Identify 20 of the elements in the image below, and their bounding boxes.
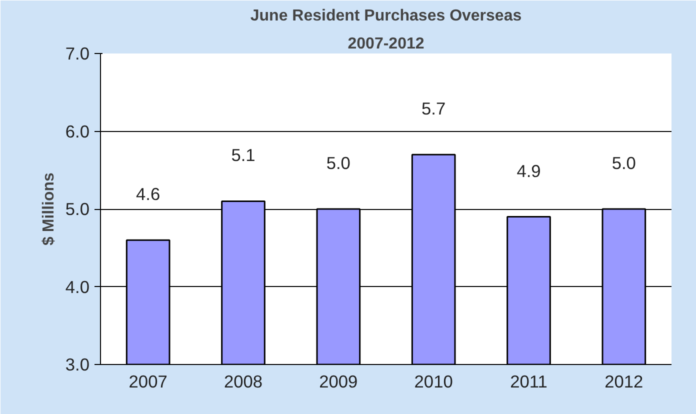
data-label: 4.9 <box>516 160 541 181</box>
y-tick-label: 3.0 <box>65 354 90 374</box>
data-label: 5.7 <box>422 98 446 119</box>
y-tick-label: 4.0 <box>65 276 90 297</box>
data-label: 4.6 <box>136 184 160 204</box>
chart-title: June Resident Purchases Overseas <box>250 8 522 24</box>
y-tick-label: 6.0 <box>65 121 90 142</box>
x-tick-label: 2008 <box>224 372 263 392</box>
data-label: 5.0 <box>612 153 636 173</box>
x-tick-label: 2012 <box>604 372 644 392</box>
x-tick-label: 2011 <box>510 372 548 392</box>
data-label: 5.0 <box>326 153 350 173</box>
data-label: 5.1 <box>231 145 256 166</box>
y-tick-label: 7.0 <box>65 44 90 64</box>
x-tick-label: 2007 <box>128 372 168 392</box>
x-tick-label: 2010 <box>414 372 453 392</box>
chart-subtitle: 2007-2012 <box>348 36 424 52</box>
x-tick-label: 2009 <box>319 372 358 392</box>
y-tick-label: 5.0 <box>65 199 90 219</box>
y-axis-title: $ Millions <box>40 172 58 246</box>
